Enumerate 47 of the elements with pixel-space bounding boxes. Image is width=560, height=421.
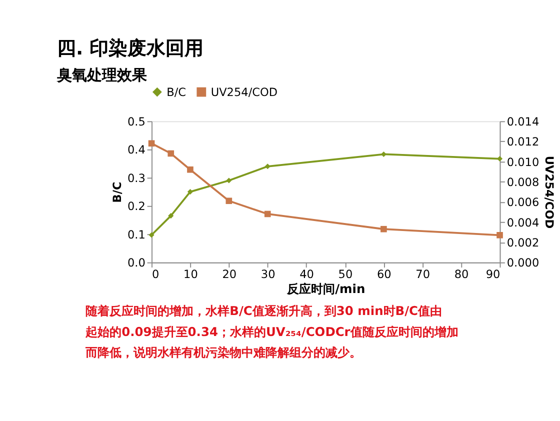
y2-tick-label: 0.004 — [506, 216, 540, 230]
y2-tick-label: 0.008 — [506, 176, 540, 189]
point — [226, 178, 232, 184]
chart-subtitle: 臭氧处理效果 — [56, 66, 148, 84]
point — [264, 164, 270, 170]
point — [148, 140, 155, 147]
y-tick-label: 0.0 — [127, 256, 146, 270]
point — [187, 166, 194, 173]
x-tick-label: 40 — [300, 268, 314, 281]
point — [168, 213, 174, 219]
x-tick-label: 0 — [152, 268, 160, 281]
text: 而降低，说明水样有机污染物中难降解组分的减少。 — [84, 346, 362, 360]
x-tick-label: 90 — [486, 268, 500, 281]
y-tick-label: 0.2 — [127, 200, 146, 214]
point — [187, 189, 194, 195]
x-tick-label: 70 — [416, 268, 430, 281]
point — [168, 150, 174, 157]
point — [380, 151, 386, 158]
y2-tick-label: 0.000 — [506, 256, 540, 270]
point — [148, 232, 154, 238]
y2-tick-label: 0.002 — [506, 236, 540, 250]
y-axis-title: B/C — [110, 182, 124, 203]
legend-label: B/C — [166, 86, 186, 99]
x-tick-label: 10 — [184, 268, 198, 281]
y-tick-label: 0.5 — [127, 115, 146, 128]
y2-tick-label: 0.010 — [506, 156, 540, 169]
x-axis-title: 反应时间/min — [286, 282, 366, 296]
point — [226, 198, 232, 204]
point — [496, 232, 503, 238]
chart-title: 四. 印染废水回用 — [56, 37, 204, 60]
text: 起始的0.09提升至0.34；水样的UV₂₅₄/CODCr值随反应时间的增加 — [84, 324, 458, 339]
y-tick-label: 0.4 — [127, 144, 146, 157]
legend-label: UV254/COD — [210, 86, 278, 99]
y-tick-label: 0.1 — [127, 228, 146, 242]
x-tick-label: 80 — [454, 268, 469, 281]
point — [264, 210, 271, 218]
text: 随着反应时间的增加，水样B/C值逐渐升高，到30 min时B/C值由 — [86, 304, 442, 318]
y2-tick-label: 0.012 — [506, 136, 540, 149]
x-tick-label: 20 — [222, 268, 237, 281]
y2-tick-label: 0.006 — [506, 196, 540, 210]
x-tick-label: 50 — [338, 268, 353, 281]
y2-axis-title: UV254/COD — [542, 156, 556, 229]
point — [380, 226, 387, 232]
y-tick-label: 0.3 — [127, 172, 146, 185]
y2-tick-label: 0.014 — [506, 115, 540, 128]
x-tick-label: 30 — [260, 268, 276, 281]
x-tick-label: 60 — [376, 268, 392, 281]
